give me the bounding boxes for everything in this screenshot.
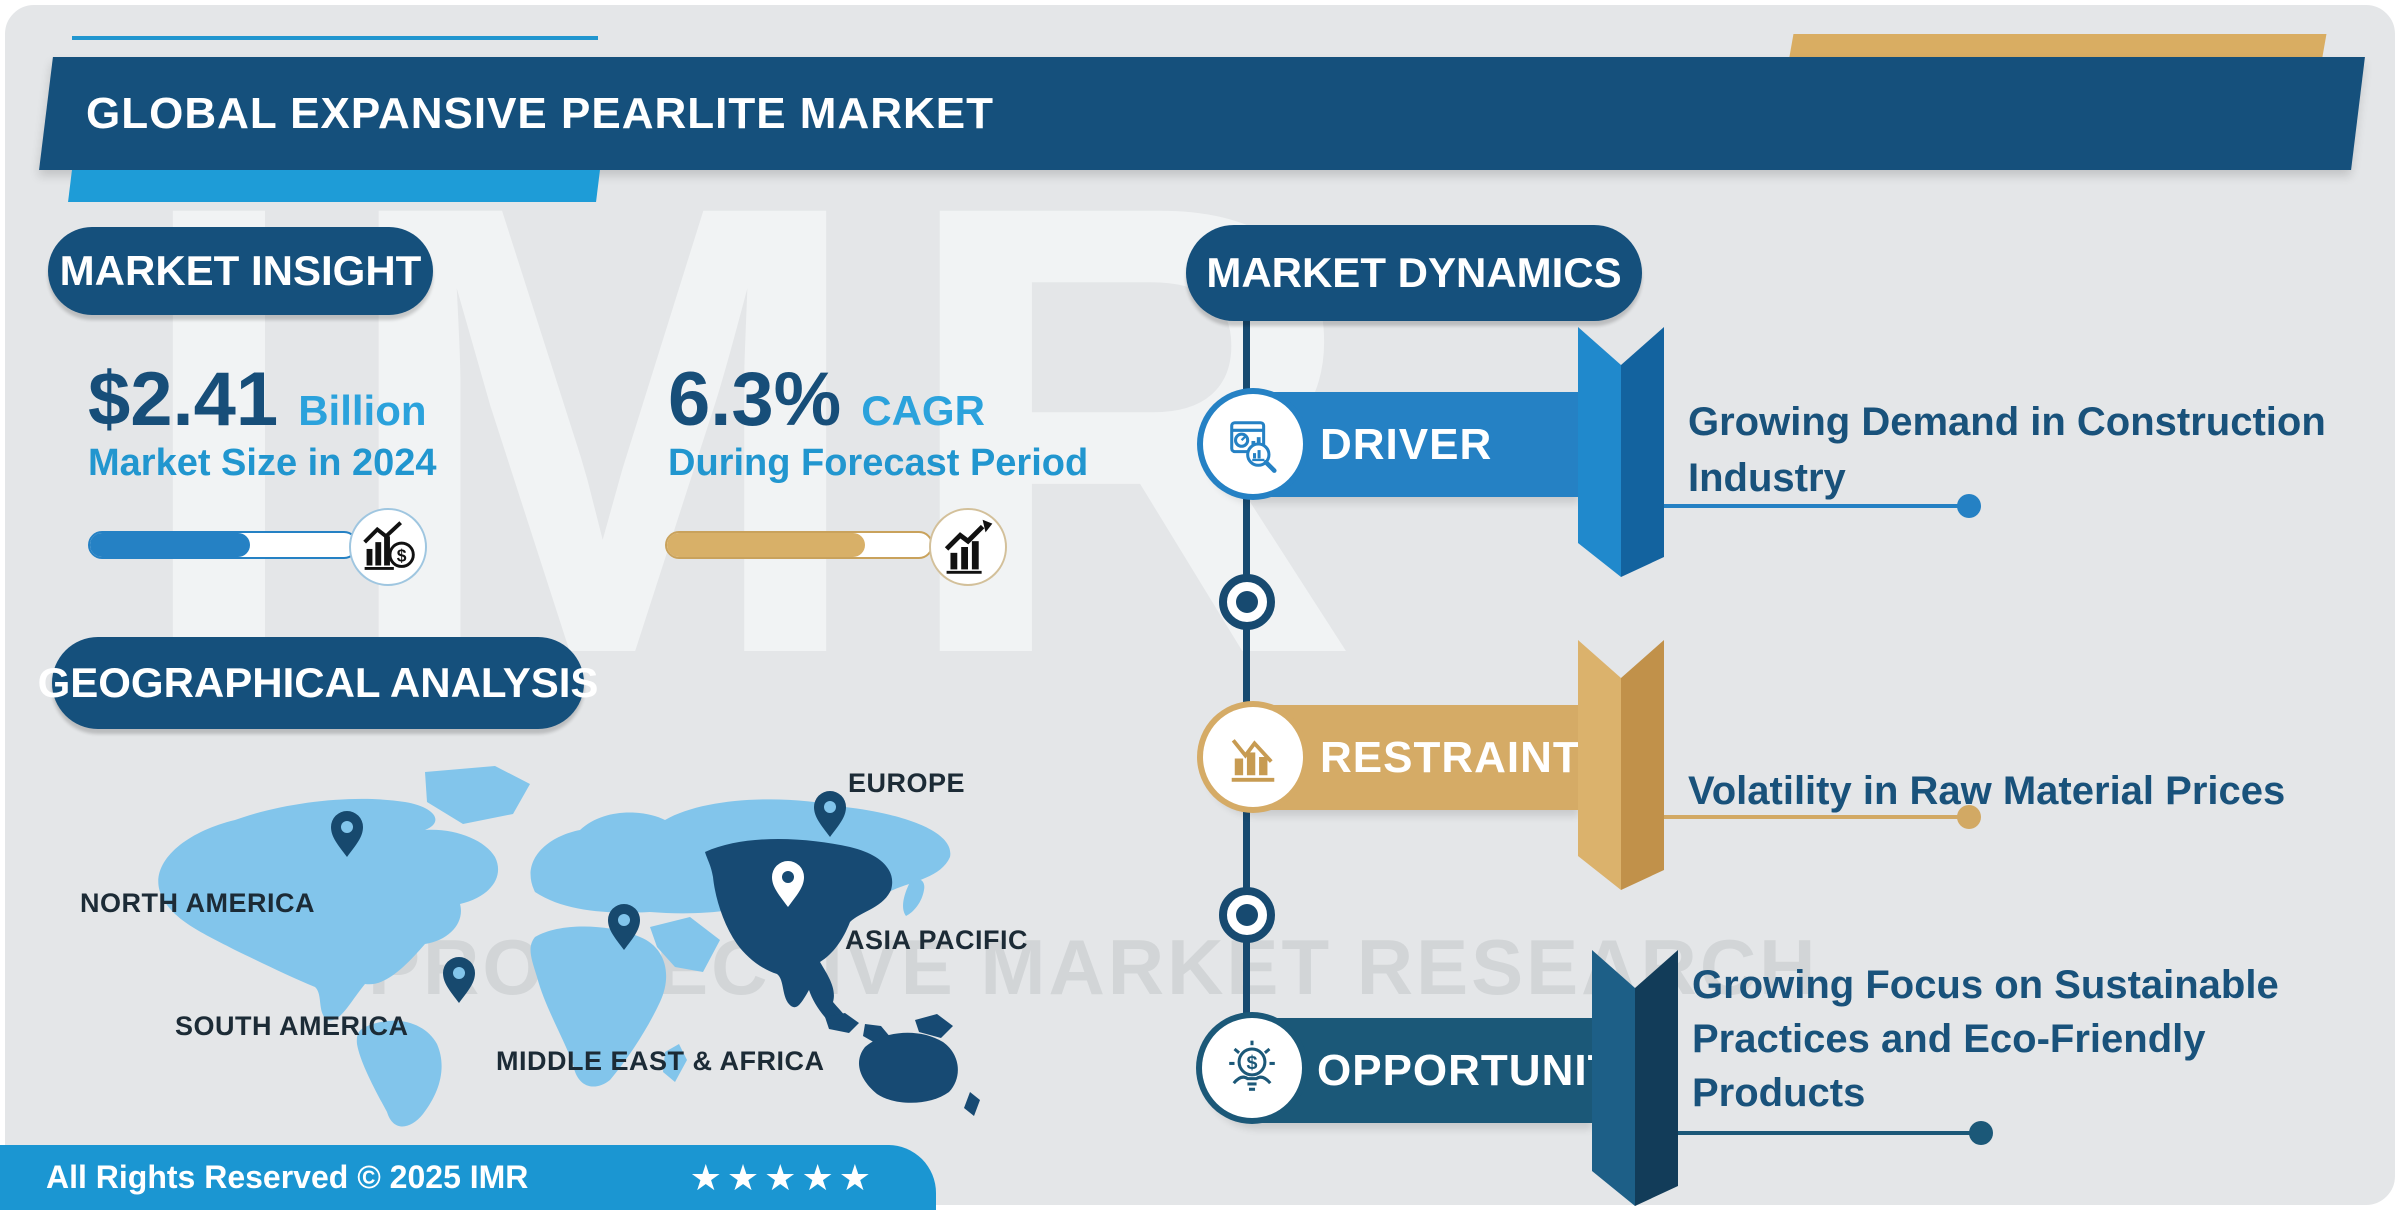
svg-text:$: $ [1247,1052,1258,1074]
timeline-node-1 [1219,574,1275,630]
footer-bar: All Rights Reserved © 2025 IMR ★★★★★ [0,1145,936,1210]
cagr-icon-circle [929,508,1007,586]
opportunity-connector-line [1678,1131,1981,1135]
map-label-north-america: NORTH AMERICA [80,888,315,918]
market-dynamics-label: MARKET DYNAMICS [1206,249,1622,296]
geographical-analysis-badge: GEOGRAPHICAL ANALYSIS [38,637,598,729]
dynamics-timeline [1243,315,1250,1070]
map-pin-europe-icon [814,791,846,837]
restraint-label: RESTRAINT [1320,732,1581,782]
declining-chart-icon [1231,739,1275,782]
market-size-icon-circle: $ [349,508,427,586]
map-label-south-america: SOUTH AMERICA [175,1011,409,1041]
cagr-caption: During Forecast Period [668,442,1089,484]
cagr-unit: CAGR [861,387,985,434]
market-insight-badge: MARKET INSIGHT [48,227,433,315]
timeline-node-2 [1219,887,1275,943]
driver-label: DRIVER [1320,419,1493,469]
market-insight-label: MARKET INSIGHT [59,247,422,294]
map-label-middle-east-africa: MIDDLE EAST & AFRICA [496,1046,825,1076]
chart-magnifier-icon [1230,421,1277,473]
driver-description: Growing Demand in Construction Industry [1688,400,2326,500]
market-dynamics-badge: MARKET DYNAMICS [1186,225,1642,321]
driver-connector-dot [1957,494,1981,518]
rating-stars-icon: ★★★★★ [689,1156,876,1198]
map-pin-north-america-icon [331,811,363,857]
timeline-node-dot [1236,591,1258,613]
market-size-unit: Billion [298,387,427,434]
map-label-asia-pacific: ASIA PACIFIC [845,925,1029,955]
opportunity-description: Growing Focus on Sustainable Practices a… [1692,963,2279,1115]
world-map [158,766,980,1127]
bar-chart-dollar-icon: $ [363,521,415,570]
svg-text:$: $ [397,546,407,566]
map-pin-africa-icon [608,904,640,950]
timeline-node-dot [1236,904,1258,926]
market-size-caption: Market Size in 2024 [88,442,437,484]
bulb-dollar-icon: $ [1229,1040,1275,1091]
cagr-value-row: 6.3% CAGR [668,356,985,443]
map-label-europe: EUROPE [848,768,966,798]
map-pin-south-america-icon [443,957,475,1003]
driver-connector-line [1664,504,1969,508]
restraint-connector-line [1664,815,1969,819]
opportunity-ribbon [1592,950,1678,1206]
restraint-icon-circle [1203,707,1303,807]
top-accent-line [72,36,598,40]
map-pin-asia-pacific-icon [772,861,804,907]
cagr-progress-fill [667,533,865,557]
opportunity-label: OPPORTUNITY [1317,1045,1646,1095]
driver-icon-circle [1203,394,1303,494]
continents-dark-asia-pacific [705,838,980,1116]
opportunity-icon-circle: $ [1202,1018,1302,1118]
growth-chart-icon [944,519,993,574]
title-underline-accent [68,170,600,202]
restraint-ribbon [1578,640,1664,890]
driver-ribbon [1578,327,1664,577]
cagr-progress-track [665,531,933,559]
market-size-value-row: $2.41 Billion [88,356,427,443]
copyright-text: All Rights Reserved © 2025 IMR [46,1159,529,1195]
market-size-progress-track [88,531,358,559]
opportunity-connector-dot [1969,1121,1993,1145]
market-size-progress-fill [90,533,250,557]
restraint-description: Volatility in Raw Material Prices [1688,769,2286,813]
geographical-analysis-label: GEOGRAPHICAL ANALYSIS [37,659,599,706]
page-title: GLOBAL EXPANSIVE PEARLITE MARKET [86,89,995,138]
cagr-value: 6.3% [668,357,842,442]
restraint-connector-dot [1957,805,1981,829]
market-size-value: $2.41 [88,357,279,442]
